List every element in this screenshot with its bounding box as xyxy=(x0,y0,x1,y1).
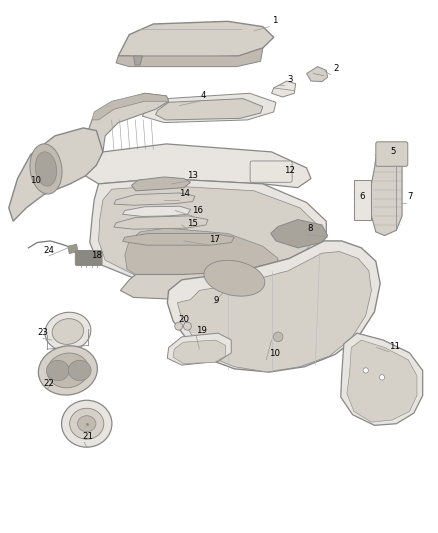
Ellipse shape xyxy=(379,375,385,380)
Polygon shape xyxy=(131,177,191,191)
Polygon shape xyxy=(341,333,423,425)
Polygon shape xyxy=(90,179,326,280)
Ellipse shape xyxy=(78,416,96,432)
Text: 23: 23 xyxy=(37,328,48,337)
Polygon shape xyxy=(118,21,274,59)
Text: 4: 4 xyxy=(201,91,206,100)
Ellipse shape xyxy=(204,260,265,296)
Text: 18: 18 xyxy=(91,251,102,260)
Polygon shape xyxy=(347,340,417,422)
Text: 2: 2 xyxy=(334,64,339,73)
Polygon shape xyxy=(142,93,276,123)
Text: 13: 13 xyxy=(187,171,198,180)
Text: 16: 16 xyxy=(192,206,203,215)
Ellipse shape xyxy=(70,408,104,439)
Polygon shape xyxy=(9,128,103,221)
Polygon shape xyxy=(271,220,328,248)
Ellipse shape xyxy=(39,346,97,395)
FancyBboxPatch shape xyxy=(250,161,292,182)
FancyBboxPatch shape xyxy=(354,180,371,220)
Text: 21: 21 xyxy=(82,432,93,441)
Polygon shape xyxy=(177,252,371,372)
Polygon shape xyxy=(116,48,263,67)
Text: 7: 7 xyxy=(407,192,413,201)
Polygon shape xyxy=(371,145,402,236)
Text: 15: 15 xyxy=(187,219,198,228)
Ellipse shape xyxy=(30,144,62,194)
Ellipse shape xyxy=(35,152,57,186)
Ellipse shape xyxy=(47,353,88,388)
Polygon shape xyxy=(173,340,226,364)
Text: 8: 8 xyxy=(307,224,313,233)
Text: 3: 3 xyxy=(287,75,293,84)
Polygon shape xyxy=(123,206,191,216)
Text: 5: 5 xyxy=(391,147,396,156)
Polygon shape xyxy=(99,185,318,277)
Text: 12: 12 xyxy=(284,166,295,175)
Polygon shape xyxy=(85,93,169,165)
Ellipse shape xyxy=(184,322,191,330)
Ellipse shape xyxy=(61,400,112,447)
Text: 6: 6 xyxy=(359,192,365,201)
Polygon shape xyxy=(120,241,328,300)
Polygon shape xyxy=(125,228,278,284)
Polygon shape xyxy=(155,99,263,120)
Polygon shape xyxy=(167,333,231,365)
Text: 17: 17 xyxy=(209,235,220,244)
Polygon shape xyxy=(114,216,208,229)
Text: 1: 1 xyxy=(272,16,278,25)
Polygon shape xyxy=(114,193,195,205)
Polygon shape xyxy=(68,244,78,254)
FancyBboxPatch shape xyxy=(75,251,102,265)
Ellipse shape xyxy=(45,312,91,351)
Text: 9: 9 xyxy=(214,296,219,305)
Polygon shape xyxy=(272,81,296,97)
Polygon shape xyxy=(307,67,328,82)
Ellipse shape xyxy=(52,319,84,344)
Polygon shape xyxy=(92,93,169,120)
Ellipse shape xyxy=(175,322,183,330)
Text: 24: 24 xyxy=(43,246,54,255)
Text: 20: 20 xyxy=(179,315,190,324)
Ellipse shape xyxy=(46,360,69,381)
Text: 14: 14 xyxy=(179,189,190,198)
Text: 10: 10 xyxy=(269,349,280,358)
Text: 22: 22 xyxy=(43,379,54,388)
Polygon shape xyxy=(85,139,311,188)
Text: 10: 10 xyxy=(30,176,41,185)
Text: 11: 11 xyxy=(389,342,400,351)
Ellipse shape xyxy=(68,360,91,381)
FancyBboxPatch shape xyxy=(376,142,408,166)
Ellipse shape xyxy=(363,368,368,373)
Ellipse shape xyxy=(273,332,283,342)
Polygon shape xyxy=(167,241,380,372)
Polygon shape xyxy=(134,56,142,65)
Polygon shape xyxy=(123,233,234,245)
Text: 19: 19 xyxy=(196,326,207,335)
